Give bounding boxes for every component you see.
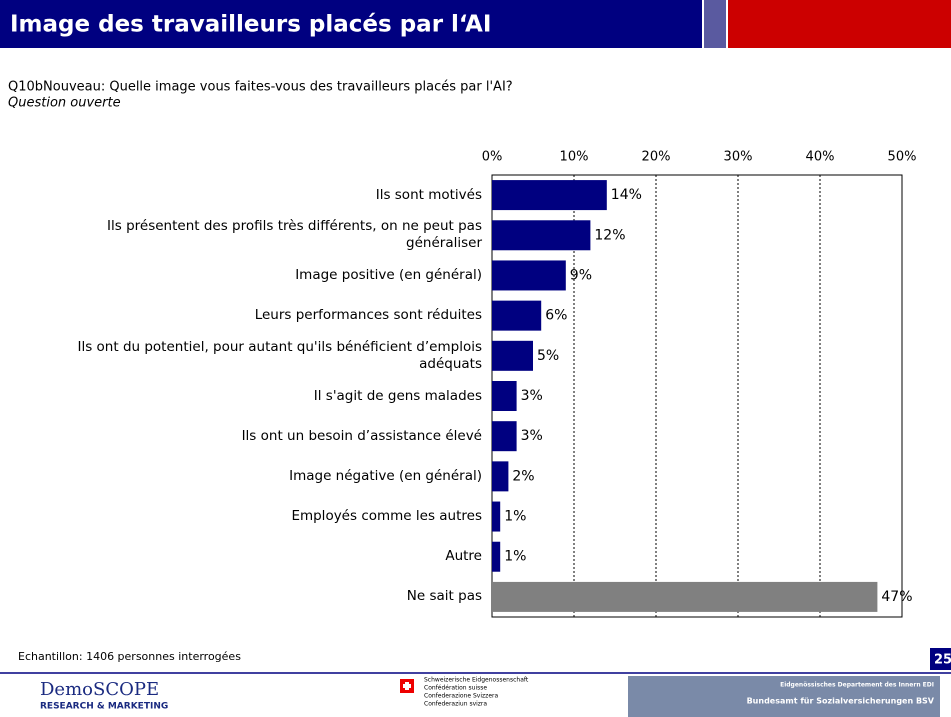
bar	[492, 301, 541, 331]
value-label: 6%	[545, 308, 567, 324]
bar	[492, 381, 517, 411]
banner-text: Bundesamt für Sozialversicherungen BSV	[747, 697, 935, 706]
annotation: Question ouverte	[8, 96, 121, 111]
page-number: 25	[934, 653, 951, 668]
value-label: 1%	[504, 549, 526, 565]
value-label: 5%	[537, 348, 559, 364]
swiss-text: Schweizerische Eidgenossenschaft	[424, 677, 529, 684]
value-label: 3%	[521, 388, 543, 404]
category-label: Ils ont un besoin d’assistance élevé	[42, 428, 482, 445]
category-label: Image négative (en général)	[42, 468, 482, 485]
banner-text: Eidgenössisches Departement des Innern E…	[780, 682, 934, 689]
category-label: Leurs performances sont réduites	[42, 307, 482, 324]
category-label: Image positive (en général)	[42, 267, 482, 284]
swiss-text: Confédération suisse	[424, 685, 487, 692]
value-label: 14%	[611, 187, 642, 203]
category-label: Ils sont motivés	[42, 187, 482, 204]
swiss-text: Confederaziun svizra	[424, 701, 487, 708]
slide: Image des travailleurs placés par l‘AI Q…	[0, 0, 951, 717]
x-tick-label: 40%	[806, 150, 835, 165]
bar	[492, 461, 508, 491]
x-tick-label: 50%	[888, 150, 917, 165]
sample-note: Echantillon: 1406 personnes interrogées	[18, 650, 241, 663]
bar	[492, 421, 517, 451]
category-label: Ils présentent des profils très différen…	[42, 218, 482, 252]
bar	[492, 502, 500, 532]
subtitle: Q10bNouveau: Quelle image vous faites-vo…	[8, 80, 513, 95]
category-label: Autre	[42, 548, 482, 565]
swiss-text: Confederazione Svizzera	[424, 693, 498, 700]
value-label: 3%	[521, 428, 543, 444]
x-tick-label: 30%	[724, 150, 753, 165]
value-label: 12%	[594, 227, 625, 243]
category-label: Il s'agit de gens malades	[42, 388, 482, 405]
value-label: 9%	[570, 267, 592, 283]
bar	[492, 260, 566, 290]
bar	[492, 542, 500, 572]
value-label: 1%	[504, 509, 526, 525]
logo: DemoSCOPE	[40, 679, 159, 700]
logo-sub: RESEARCH & MARKETING	[40, 702, 168, 712]
category-label: Ils ont du potentiel, pour autant qu'ils…	[42, 339, 482, 373]
chart-title: Image des travailleurs placés par l‘AI	[10, 12, 491, 38]
bar	[492, 220, 590, 250]
value-label: 47%	[881, 589, 912, 605]
header-block	[728, 0, 951, 48]
bar	[492, 180, 607, 210]
x-tick-label: 10%	[560, 150, 589, 165]
swiss-cross	[403, 684, 411, 688]
bar	[492, 341, 533, 371]
header-block	[704, 0, 726, 48]
bar	[492, 582, 877, 612]
value-label: 2%	[512, 468, 534, 484]
category-label: Ne sait pas	[42, 588, 482, 605]
x-tick-label: 20%	[642, 150, 671, 165]
x-tick-label: 0%	[482, 150, 503, 165]
category-label: Employés comme les autres	[42, 508, 482, 525]
